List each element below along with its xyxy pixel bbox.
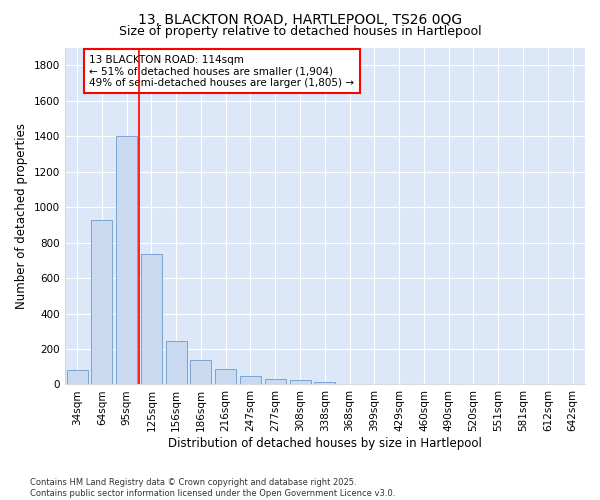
Text: Size of property relative to detached houses in Hartlepool: Size of property relative to detached ho… [119,25,481,38]
Y-axis label: Number of detached properties: Number of detached properties [15,123,28,309]
Bar [240,376,261,384]
X-axis label: Distribution of detached houses by size in Hartlepool: Distribution of detached houses by size … [168,437,482,450]
Bar [190,360,211,384]
Text: 13, BLACKTON ROAD, HARTLEPOOL, TS26 0QG: 13, BLACKTON ROAD, HARTLEPOOL, TS26 0QG [138,12,462,26]
Text: Contains HM Land Registry data © Crown copyright and database right 2025.
Contai: Contains HM Land Registry data © Crown c… [30,478,395,498]
Bar [265,379,286,384]
Bar [91,220,112,384]
Bar [166,341,187,384]
Bar [141,254,162,384]
Bar [314,382,335,384]
Bar [67,370,88,384]
Bar [116,136,137,384]
Bar [215,370,236,384]
Bar [290,380,311,384]
Text: 13 BLACKTON ROAD: 114sqm
← 51% of detached houses are smaller (1,904)
49% of sem: 13 BLACKTON ROAD: 114sqm ← 51% of detach… [89,54,355,88]
